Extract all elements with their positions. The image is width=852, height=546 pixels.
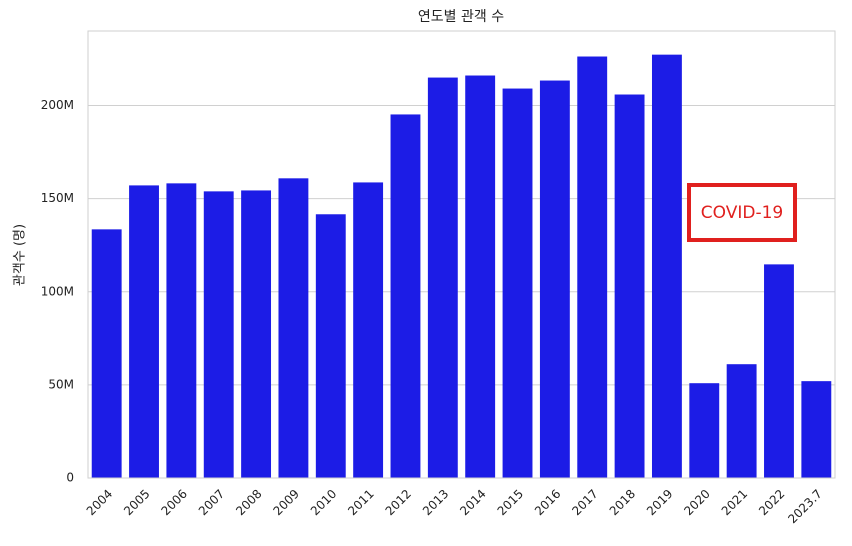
- bar: [726, 364, 757, 478]
- bar: [465, 75, 496, 479]
- x-tick-label: 2015: [495, 487, 526, 518]
- bar: [315, 214, 346, 478]
- x-tick-label: 2019: [644, 487, 675, 518]
- bar: [353, 182, 384, 478]
- bar: [241, 190, 272, 478]
- annotation: COVID-19: [701, 203, 783, 223]
- bar: [689, 383, 720, 478]
- x-tick-label: 2020: [681, 487, 712, 518]
- x-tick-label: 2012: [383, 487, 414, 518]
- bar: [129, 185, 159, 478]
- y-axis-label: 관객수 (명): [13, 224, 28, 286]
- x-tick-label: 2014: [457, 487, 488, 518]
- x-tick-label: 2008: [233, 487, 264, 518]
- x-tick-label: 2017: [569, 487, 600, 518]
- y-tick-label: 200M: [41, 98, 74, 112]
- bar: [614, 94, 645, 478]
- x-tick-label: 2018: [607, 487, 638, 518]
- bar: [539, 80, 570, 478]
- x-tick-label: 2007: [196, 487, 227, 518]
- bar: [427, 77, 458, 478]
- annotation-box: [687, 183, 797, 242]
- x-tick-label: 2011: [345, 487, 376, 518]
- x-tick-label: 2021: [719, 487, 750, 518]
- plot-frame: [87, 30, 836, 479]
- bar: [577, 56, 608, 479]
- x-tick-label: 2023.7: [785, 487, 825, 527]
- bar: [390, 114, 421, 478]
- y-tick-label: 0: [66, 471, 74, 485]
- bar: [278, 178, 309, 479]
- x-tick-label: 2009: [271, 487, 302, 518]
- bar: [91, 229, 122, 478]
- bar: [203, 191, 234, 478]
- y-tick-label: 100M: [41, 284, 74, 298]
- x-tick-label: 2004: [84, 487, 115, 518]
- x-tick-label: 2013: [420, 487, 451, 518]
- x-tick-label: 2022: [756, 487, 787, 518]
- x-tick-label: 2006: [158, 487, 189, 518]
- bar: [502, 88, 533, 479]
- x-tick-label: 2010: [308, 487, 339, 518]
- bar: [764, 264, 794, 478]
- y-tick-label: 50M: [48, 377, 74, 391]
- bar: [166, 183, 197, 479]
- x-tick-label: 2005: [121, 487, 152, 518]
- y-tick-label: 150M: [41, 191, 74, 205]
- bar: [801, 381, 832, 478]
- x-tick-label: 2016: [532, 487, 563, 518]
- chart-title: 연도별 관객 수: [418, 9, 504, 25]
- bar: [651, 54, 682, 479]
